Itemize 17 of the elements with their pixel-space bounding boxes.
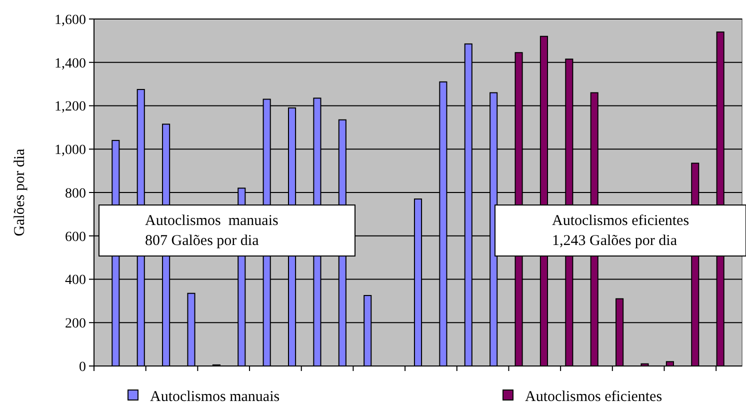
- y-tick-label: 400: [65, 273, 86, 288]
- y-tick-label: 1,400: [54, 56, 86, 72]
- y-tick-label: 1,200: [54, 100, 86, 115]
- note-box: Autoclismos manuais 807 Galões por dia: [98, 204, 356, 256]
- legend-label: Autoclismos eficientes: [525, 389, 662, 405]
- y-tick-label: 800: [65, 186, 86, 202]
- y-tick-label: 600: [65, 230, 86, 245]
- annotation: Autoclismos manuais 807 Galões por dia: [145, 213, 278, 249]
- y-tick-label: 200: [65, 316, 86, 332]
- y-tick-label: 0: [79, 360, 86, 375]
- y-axis-title: Galões por dia: [12, 148, 28, 236]
- y-tick-label: 1,600: [54, 12, 86, 28]
- legend-label: Autoclismos manuais: [150, 389, 280, 405]
- note-box: Autoclismos eficientes 1,243 Galões por dia: [494, 204, 746, 256]
- annotation: Autoclismos eficientes 1,243 Galões por dia: [552, 213, 690, 249]
- y-tick-label: 1,000: [54, 143, 86, 158]
- bar: [640, 363, 649, 366]
